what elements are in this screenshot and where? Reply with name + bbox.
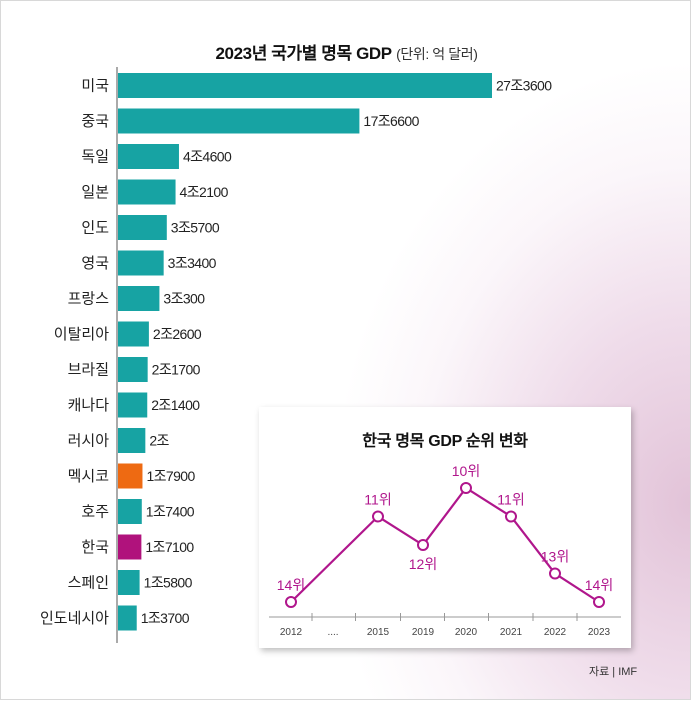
bar-value-label: 2조2600 [153, 326, 202, 342]
bar [118, 534, 142, 560]
bar-category-label: 한국 [81, 539, 109, 556]
bar [118, 392, 148, 418]
bar-value-label: 17조6600 [363, 113, 419, 129]
bar-value-label: 2조1700 [152, 362, 201, 378]
bar-value-label: 2조 [149, 433, 169, 449]
bar-category-label: 일본 [81, 184, 109, 201]
bar [118, 357, 148, 382]
bar [118, 144, 179, 169]
rank-point [417, 539, 429, 551]
bar [118, 179, 176, 205]
rank-series-line [290, 486, 600, 603]
bar-category-label: 중국 [81, 113, 109, 130]
bar-category-label: 독일 [81, 149, 109, 166]
x-tick-label: 2020 [455, 627, 478, 638]
bar-value-label: 1조7400 [146, 504, 195, 520]
rank-point [372, 510, 384, 523]
bar-category-label: 프랑스 [68, 291, 110, 308]
rank-data-label: 13위 [541, 549, 569, 565]
x-tick-label: 2012 [280, 627, 303, 638]
bar [118, 605, 137, 631]
x-tick-label: 2022 [544, 627, 567, 638]
bar-category-label: 스페인 [68, 575, 109, 592]
rank-point [460, 482, 472, 494]
x-tick-label: 2021 [500, 627, 523, 638]
x-tick-label: .... [327, 627, 338, 638]
bar-value-label: 1조7100 [145, 539, 194, 555]
bar-value-label: 3조3400 [168, 255, 217, 271]
rank-data-label: 11위 [364, 492, 391, 508]
rank-data-label: 10위 [452, 463, 480, 479]
rank-chart-title: 한국 명목 GDP 순위 변화 [362, 433, 528, 450]
bar-value-label: 4조4600 [183, 149, 232, 165]
rank-data-label: 14위 [585, 577, 613, 593]
chart-title-unit: (단위: 억 달러) [396, 46, 478, 62]
bar-value-label: 1조7900 [146, 468, 195, 484]
rank-change-panel: 한국 명목 GDP 순위 변화 2012.... 2015 2019 2020 2021… [259, 407, 631, 648]
rank-data-label: 11위 [497, 492, 524, 508]
bar [118, 463, 143, 489]
bar [118, 108, 360, 134]
bar-category-label: 영국 [81, 255, 109, 272]
x-tick-label: 2019 [412, 627, 435, 638]
bar-value-label: 3조5700 [171, 220, 220, 236]
bar-value-label: 4조2100 [180, 184, 229, 200]
chart-title: 2023년 국가별 명목 GDP (단위: 억 달러) [1, 39, 691, 64]
bar-value-label: 1조3700 [141, 610, 190, 626]
x-tick-label: 2015 [367, 627, 390, 638]
bar [118, 499, 142, 524]
bar-category-label: 캐나다 [68, 397, 110, 414]
rank-point [505, 510, 517, 523]
rank-point [593, 596, 605, 608]
bar [118, 215, 167, 240]
bar-value-label: 1조5800 [144, 575, 193, 591]
bar-category-label: 인도 [81, 220, 109, 237]
source-note: 자료 | IMF [589, 666, 638, 678]
rank-data-label: 12위 [409, 556, 437, 572]
bar [118, 570, 140, 595]
bar [118, 321, 149, 347]
bar [118, 73, 492, 98]
bar-category-label: 이탈리아 [54, 326, 109, 343]
x-tick-label: 2023 [588, 627, 611, 638]
bar-category-label: 브라질 [68, 362, 109, 379]
bar-value-label: 27조3600 [496, 78, 552, 94]
bar-value-label: 2조1400 [151, 397, 200, 413]
bar [118, 428, 146, 453]
bar-category-label: 러시아 [68, 433, 110, 450]
bar-category-label: 미국 [81, 78, 109, 95]
bar-category-label: 호주 [81, 504, 109, 521]
rank-point [549, 567, 561, 580]
rank-point [285, 596, 297, 608]
bar-category-label: 인도네시아 [40, 610, 109, 627]
bar-category-label: 멕시코 [68, 468, 109, 485]
rank-data-label: 14위 [277, 577, 305, 593]
bar [118, 286, 160, 311]
chart-title-main: 2023년 국가별 명목 GDP [215, 44, 392, 63]
rank-line-chart: 2012.... 2015 2019 2020 2021 2022 2023 14위 11위 12… [269, 463, 621, 638]
bar-value-label: 3조300 [163, 291, 205, 307]
bar [118, 250, 164, 276]
